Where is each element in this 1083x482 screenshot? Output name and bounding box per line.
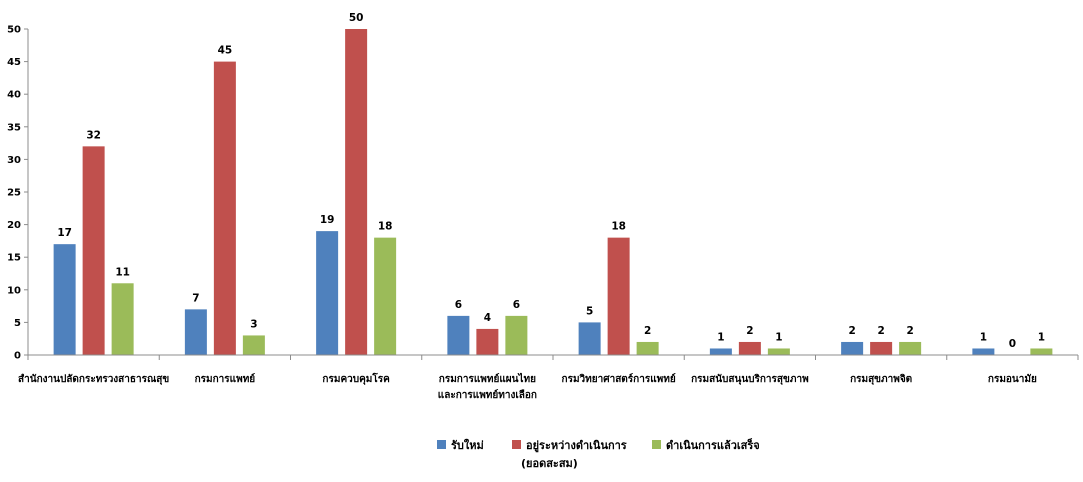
data-label: 17 — [57, 227, 72, 239]
bar — [899, 341, 922, 355]
x-tick-label: กรมการแพทย์ — [195, 373, 256, 385]
y-axis: 0 5 10 15 20 25 30 35 40 45 50 — [7, 25, 29, 362]
data-label: 2 — [746, 325, 753, 337]
x-tick-label: กรมควบคุมโรค — [322, 372, 390, 385]
bars: 17 32 11 7 45 3 19 50 18 6 4 6 5 18 2 1 2 1 2 2 2 1 0 1 — [53, 12, 1053, 355]
x-tick-label: กรมสนับสนุนบริการสุขภาพ — [691, 373, 809, 385]
bar — [505, 315, 528, 355]
bar — [345, 29, 368, 355]
bar — [738, 341, 761, 355]
bar — [1030, 348, 1053, 355]
data-label: 2 — [877, 325, 884, 337]
bar — [972, 348, 995, 355]
bar — [767, 348, 790, 355]
x-tick-label: สำนักงานปลัดกระทรวงสาธารณสุข — [18, 373, 169, 385]
y-tick-label: 25 — [7, 188, 21, 199]
bar — [82, 146, 105, 355]
x-tick-label: กรมอนามัย — [988, 373, 1037, 385]
y-tick-label: 35 — [7, 122, 21, 133]
data-label: 0 — [1009, 338, 1016, 350]
bar — [841, 341, 864, 355]
data-label: 50 — [349, 12, 364, 24]
x-tick-label: กรมวิทยาศาสตร์การแพทย์ — [562, 373, 676, 385]
legend: รับใหม่ อยู่ระหว่างดำเนินการ(ยอดสะสม) ดำเน… — [437, 438, 760, 470]
x-tick-label: กรมการแพทย์แผนไทยและการแพทย์ทางเลือก — [438, 372, 537, 401]
data-label: 6 — [455, 299, 462, 311]
legend-swatch — [652, 440, 661, 449]
legend-swatch — [437, 440, 446, 449]
data-label: 5 — [586, 305, 593, 317]
data-label: 6 — [513, 299, 520, 311]
data-label: 1 — [717, 331, 724, 343]
data-label: 2 — [848, 325, 855, 337]
bar — [870, 341, 893, 355]
y-tick-label: 5 — [14, 318, 21, 329]
bar — [607, 237, 630, 355]
x-axis: สำนักงานปลัดกระทรวงสาธารณสุข กรมการแพทย์ ก… — [18, 354, 1079, 401]
bar — [111, 283, 134, 355]
bar — [213, 61, 236, 355]
x-tick-label: กรมสุขภาพจิต — [850, 373, 912, 385]
y-tick-label: 30 — [7, 155, 21, 166]
data-label: 2 — [644, 325, 651, 337]
data-label: 1 — [980, 331, 987, 343]
data-label: 11 — [115, 266, 130, 278]
data-label: 18 — [378, 221, 393, 233]
data-label: 1 — [1038, 331, 1045, 343]
y-tick-label: 10 — [7, 285, 21, 296]
legend-swatch — [512, 440, 521, 449]
y-tick-label: 40 — [7, 90, 21, 101]
bar — [374, 237, 397, 355]
data-label: 19 — [320, 214, 335, 226]
legend-label: อยู่ระหว่างดำเนินการ(ยอดสะสม) — [521, 439, 627, 470]
y-tick-label: 15 — [7, 253, 21, 264]
y-tick-label: 0 — [14, 351, 21, 362]
data-label: 2 — [906, 325, 913, 337]
bar — [476, 328, 499, 355]
legend-label: รับใหม่ — [451, 438, 484, 452]
bar — [709, 348, 732, 355]
data-label: 32 — [86, 129, 101, 141]
bar — [316, 231, 339, 355]
y-tick-label: 50 — [7, 25, 21, 36]
data-label: 4 — [484, 312, 491, 324]
bar — [242, 335, 265, 355]
data-label: 1 — [775, 331, 782, 343]
bar — [636, 341, 659, 355]
bar — [53, 244, 76, 355]
data-label: 18 — [611, 221, 626, 233]
data-label: 7 — [192, 292, 199, 304]
y-tick-label: 45 — [7, 57, 21, 68]
bar — [447, 315, 470, 355]
bar — [184, 309, 207, 355]
data-label: 3 — [250, 318, 257, 330]
data-label: 45 — [218, 45, 233, 57]
bar — [578, 322, 601, 355]
legend-label: ดำเนินการแล้วเสร็จ — [666, 438, 760, 452]
y-tick-label: 20 — [7, 220, 21, 231]
